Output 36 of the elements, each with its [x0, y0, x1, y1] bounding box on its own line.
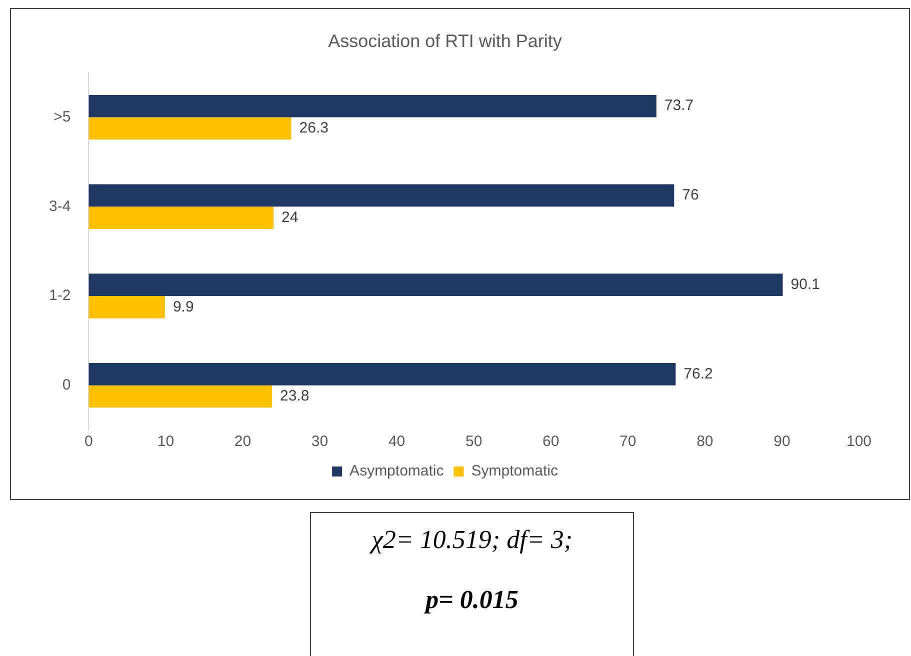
x-tick-label: 0 — [84, 433, 93, 450]
bar — [88, 184, 674, 207]
text: χ2= 10.519; df= 3; — [368, 525, 574, 555]
data-label: 76 — [682, 186, 699, 204]
x-tick-label: 60 — [542, 433, 560, 450]
text: p= 0.015 — [422, 585, 520, 615]
x-tick-label: 50 — [465, 433, 482, 450]
x-tick-label: 70 — [620, 433, 636, 450]
y-tick-label: >5 — [54, 108, 71, 126]
bar — [88, 296, 165, 318]
x-tick-label: 10 — [157, 433, 174, 450]
bar — [88, 362, 676, 386]
data-label: 24 — [282, 208, 298, 226]
y-tick-label: 0 — [62, 376, 71, 394]
chart-title: Association of RTI with Parity — [328, 30, 562, 51]
data-label: 9.9 — [172, 298, 194, 316]
data-label: 76.2 — [684, 365, 713, 382]
bar — [88, 385, 272, 408]
bar — [88, 206, 274, 229]
x-tick-label: 40 — [388, 433, 406, 450]
data-label: 23.8 — [280, 388, 310, 405]
x-tick-label: 30 — [311, 433, 328, 450]
y-tick-label: 3-4 — [48, 198, 71, 215]
bar — [88, 117, 292, 140]
x-tick-label: 100 — [846, 433, 872, 450]
data-label: 90.1 — [790, 276, 820, 293]
legend-label: Asymptomatic — [350, 462, 444, 480]
y-tick-label: 1-2 — [48, 287, 71, 304]
data-label: 26.3 — [299, 120, 328, 137]
x-tick-label: 90 — [774, 433, 790, 450]
bar — [88, 94, 656, 118]
legend-label: Symptomatic — [471, 462, 558, 480]
data-label: 73.7 — [664, 97, 694, 114]
x-tick-label: 20 — [234, 433, 252, 450]
x-tick-label: 80 — [696, 433, 714, 450]
bar — [88, 274, 783, 296]
